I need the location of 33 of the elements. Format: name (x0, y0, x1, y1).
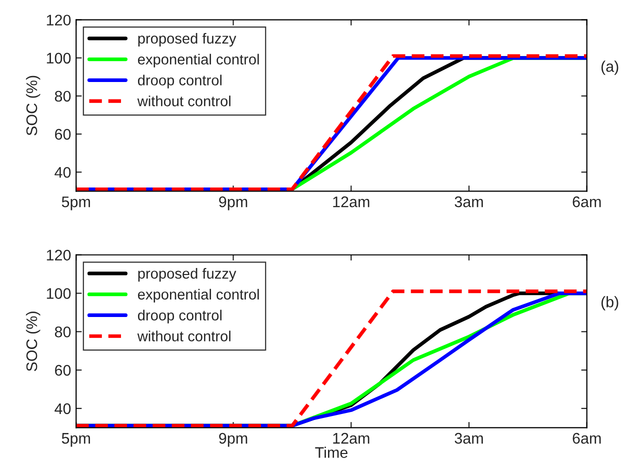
y-tick-label: 80 (54, 326, 71, 338)
x-tick-label: 6am (572, 196, 601, 208)
x-axis-title: Time (315, 446, 348, 458)
y-tick-label: 40 (54, 403, 71, 414)
x-tick-label: 12am (333, 196, 370, 208)
x-tick-label: 6am (572, 432, 601, 444)
y-tick-label: 100 (46, 288, 71, 299)
text: (b) (601, 296, 618, 310)
legend-label: proposed fuzzy (138, 32, 236, 47)
text: (a) (601, 60, 618, 75)
x-tick-label: 5pm (62, 196, 90, 210)
y-axis-title: SOC (%) (26, 76, 40, 136)
legend-label: without control (137, 96, 230, 106)
legend-label: exponential control (138, 288, 259, 302)
x-tick-label: 12am (333, 432, 370, 444)
y-axis-title: SOC (%) (26, 312, 40, 372)
legend-label: proposed fuzzy (138, 268, 236, 282)
y-tick-label: 60 (55, 128, 71, 140)
legend-label: exponential control (138, 54, 259, 68)
y-tick-label: 60 (55, 364, 71, 376)
y-tick-label: 120 (46, 250, 71, 261)
x-tick-label: 3am (454, 432, 483, 444)
legend-label: droop control (138, 74, 222, 88)
y-tick-label: 120 (46, 14, 71, 26)
x-tick-label: 9pm (219, 196, 248, 210)
legend-label: without control (137, 330, 230, 342)
legend-label: droop control (138, 310, 222, 324)
x-tick-label: 3am (454, 196, 483, 208)
x-tick-label: 9pm (219, 432, 248, 447)
y-tick-label: 100 (46, 52, 71, 64)
x-tick-label: 5pm (62, 433, 90, 447)
y-tick-label: 40 (54, 166, 71, 178)
y-tick-label: 80 (54, 90, 71, 102)
